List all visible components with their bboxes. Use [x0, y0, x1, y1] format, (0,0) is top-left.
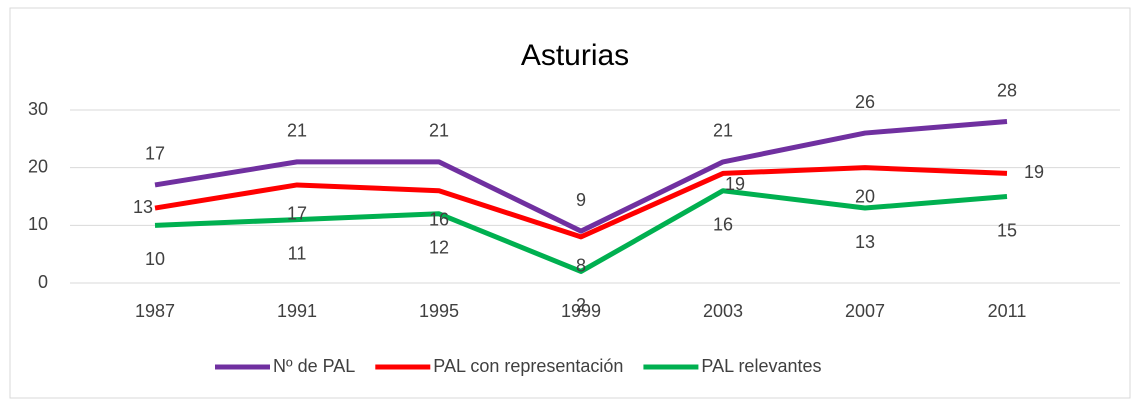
x-tick-label: 1999 [561, 301, 601, 321]
chart-title: Asturias [521, 39, 629, 72]
data-label: 19 [1024, 162, 1044, 182]
x-tick-label: 1987 [135, 301, 175, 321]
data-label: 17 [145, 144, 165, 164]
x-tick-label: 1991 [277, 301, 317, 321]
data-label: 9 [576, 190, 586, 210]
x-tick-label: 2007 [845, 301, 885, 321]
y-tick-label: 30 [28, 99, 48, 119]
y-tick-label: 0 [38, 272, 48, 292]
data-label: 19 [725, 174, 745, 194]
x-tick-label: 2003 [703, 301, 743, 321]
series-line [154, 119, 1008, 234]
y-tick-label: 20 [28, 156, 48, 176]
data-label: 20 [855, 186, 875, 206]
data-label: 28 [997, 80, 1017, 100]
legend-label: Nº de PAL [273, 356, 355, 376]
series-line [154, 188, 1008, 274]
y-tick-label: 10 [28, 214, 48, 234]
legend-label: PAL con representación [433, 356, 623, 376]
data-label: 16 [713, 214, 733, 234]
data-label: 21 [713, 121, 733, 141]
data-label: 12 [429, 238, 449, 258]
data-label: 2 [576, 295, 586, 315]
x-tick-label: 2011 [988, 301, 1027, 321]
series-line [154, 165, 1008, 240]
data-label: 16 [429, 209, 449, 229]
data-label: 11 [288, 243, 307, 263]
data-label: 13 [855, 232, 875, 252]
data-label: 8 [576, 256, 586, 276]
x-tick-label: 1995 [419, 301, 459, 321]
data-label: 17 [287, 204, 307, 224]
data-label: 21 [429, 121, 449, 141]
data-label: 10 [145, 249, 165, 269]
data-label: 15 [997, 220, 1017, 240]
data-label: 26 [855, 92, 875, 112]
data-label: 13 [133, 197, 153, 217]
legend-label: PAL relevantes [701, 356, 821, 376]
data-label: 21 [287, 121, 307, 141]
